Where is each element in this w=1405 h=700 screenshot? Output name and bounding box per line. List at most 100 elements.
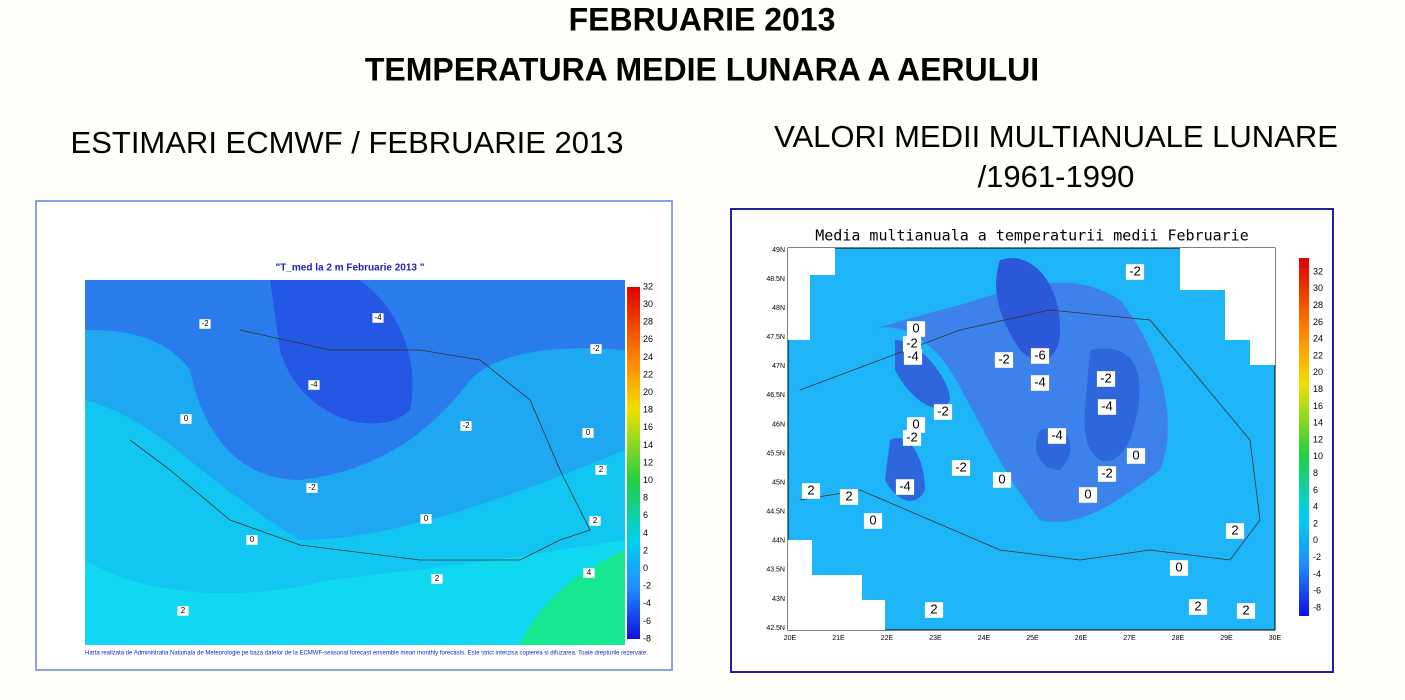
contour-label: -2 xyxy=(998,351,1010,366)
colorbar-tick: 32 xyxy=(1313,266,1323,276)
colorbar-tick: 14 xyxy=(643,440,653,450)
lat-label: 47.5N xyxy=(766,334,785,341)
colorbar-tick: 0 xyxy=(1313,535,1318,545)
contour-label-box xyxy=(582,428,594,438)
lon-label: 25E xyxy=(1026,635,1039,642)
contour-label: -4 xyxy=(907,348,919,363)
lat-label: 44N xyxy=(772,538,785,545)
contour-label: 2 xyxy=(1231,522,1238,537)
colorbar-tick: 28 xyxy=(643,317,653,327)
contour-label: -6 xyxy=(1034,347,1046,362)
contour-label-box xyxy=(1188,599,1208,615)
left-map: "T_med la 2 m Februarie 2013 " Harta rea… xyxy=(35,200,673,671)
colorbar-tick: 22 xyxy=(643,369,653,379)
contour-label: 2 xyxy=(599,465,604,474)
contour-label-box xyxy=(906,417,926,433)
contour-label: 2 xyxy=(1194,598,1201,613)
contour-label: 4 xyxy=(587,568,592,577)
contour-label: -2 xyxy=(1129,263,1141,278)
colorbar-tick: 16 xyxy=(643,422,653,432)
contour-label-box xyxy=(177,606,189,616)
contour-label-box xyxy=(590,344,602,354)
contour-label-box xyxy=(1097,399,1117,415)
lon-label: 21E xyxy=(832,635,845,642)
colorbar-tick: 24 xyxy=(643,352,653,362)
colorbar-tick: 30 xyxy=(643,299,653,309)
contour-label: -4 xyxy=(1051,427,1063,442)
colorbar-tick: 18 xyxy=(643,405,653,415)
contour-label: 2 xyxy=(1242,602,1249,617)
lon-label: 30E xyxy=(1269,635,1282,642)
right-heading: /1961-1990 xyxy=(978,159,1135,194)
contour-label: -2 xyxy=(906,429,918,444)
contour-label-box xyxy=(246,535,258,545)
contour-label-box xyxy=(1047,428,1067,444)
contour-label: -2 xyxy=(462,421,470,430)
contour-label-box xyxy=(839,489,859,505)
contour-label: -2 xyxy=(1101,465,1113,480)
contour-label: -4 xyxy=(1101,398,1113,413)
lat-label: 43N xyxy=(772,596,785,603)
contour-label-box xyxy=(801,483,821,499)
contour-label-box xyxy=(1125,264,1145,280)
colorbar-tick: 16 xyxy=(1313,401,1323,411)
lat-label: 47N xyxy=(772,363,785,370)
contour-label: 0 xyxy=(998,471,1005,486)
contour-label: -2 xyxy=(308,483,316,492)
contour-label-box xyxy=(933,404,953,420)
contour-label: -2 xyxy=(937,403,949,418)
contour-label-box xyxy=(460,421,472,431)
lon-label: 22E xyxy=(881,635,894,642)
contour-label-box xyxy=(863,513,883,529)
colorbar-tick: 26 xyxy=(1313,317,1323,327)
colorbar-tick: 12 xyxy=(1313,434,1323,444)
colorbar-tick: 14 xyxy=(1313,418,1323,428)
colorbar-tick: -6 xyxy=(643,616,651,626)
colorbar-tick: 2 xyxy=(643,545,648,555)
map-title: "T_med la 2 m Februarie 2013 " xyxy=(276,263,425,274)
lon-label: 28E xyxy=(1172,635,1185,642)
colorbar-tick: -4 xyxy=(643,598,651,608)
right-map: Media multianuala a temperaturii medii F… xyxy=(730,208,1334,673)
colorbar-tick: 0 xyxy=(643,563,648,573)
contour-label: -2 xyxy=(201,319,209,328)
lon-label: 29E xyxy=(1220,635,1233,642)
lat-label: 49N xyxy=(772,247,785,254)
contour-label-box xyxy=(992,472,1012,488)
lat-label: 45N xyxy=(772,479,785,486)
colorbar-tick: 30 xyxy=(1313,283,1323,293)
contour-label-box xyxy=(1126,448,1146,464)
contour-label-box xyxy=(306,483,318,493)
contour-label-box xyxy=(1097,466,1117,482)
contour-label-box xyxy=(420,514,432,524)
colorbar-tick: 10 xyxy=(1313,451,1323,461)
contour-label: 0 xyxy=(1084,486,1091,501)
contour-label-box xyxy=(1096,371,1116,387)
lat-label: 46N xyxy=(772,421,785,428)
contour-label: -4 xyxy=(310,380,318,389)
lon-label: 20E xyxy=(784,635,797,642)
contour-label: 2 xyxy=(807,482,814,497)
colorbar-tick: 6 xyxy=(643,510,648,520)
contour-label-box xyxy=(595,465,607,475)
colorbar-tick: 26 xyxy=(643,334,653,344)
contour-label-box xyxy=(372,313,384,323)
lat-label: 48N xyxy=(772,305,785,312)
contour-label: -2 xyxy=(955,459,967,474)
contour-label-box xyxy=(906,321,926,337)
contour-label: 0 xyxy=(869,512,876,527)
lat-label: 44.5N xyxy=(766,509,785,516)
contour-label-box xyxy=(199,319,211,329)
contour-label: -4 xyxy=(1034,374,1046,389)
colorbar-tick: 20 xyxy=(643,387,653,397)
colorbar-tick: -2 xyxy=(1313,552,1321,562)
contour-label: 2 xyxy=(435,574,440,583)
contour-label-box xyxy=(902,336,922,352)
colorbar-tick: 4 xyxy=(643,528,648,538)
contour-label: 0 xyxy=(586,428,591,437)
colorbar-tick: -8 xyxy=(643,633,651,643)
footnote: Harta realizata de Administratia Nationa… xyxy=(85,651,648,657)
contour-label-box xyxy=(589,516,601,526)
contour-label-box xyxy=(903,349,923,365)
colorbar-tick: 20 xyxy=(1313,367,1323,377)
